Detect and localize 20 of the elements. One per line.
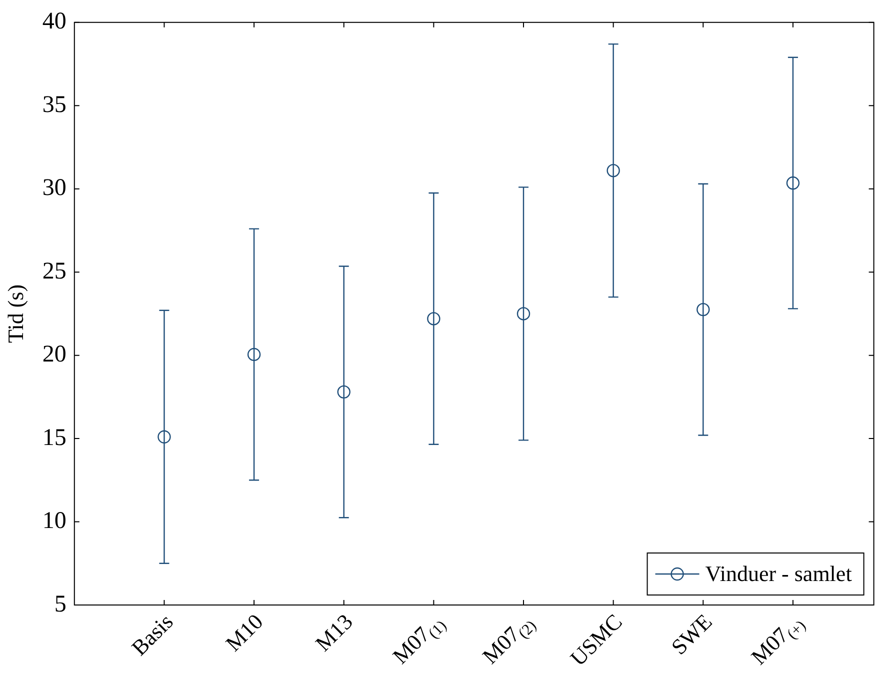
y-tick-label: 40 [42, 8, 66, 35]
point [158, 430, 171, 444]
y-tick-label: 15 [42, 424, 66, 451]
y-tick-label: 10 [42, 508, 66, 534]
y-tick-label: 5 [54, 591, 66, 618]
point [606, 164, 620, 178]
y-tick-label: 35 [42, 92, 66, 118]
y-axis-title: Tid (s) [2, 284, 28, 343]
y-tick-label: 30 [42, 175, 66, 202]
point [696, 302, 710, 316]
x-tick-label: M10 [220, 608, 268, 656]
legend-label: Vinduer - samlet [705, 560, 852, 586]
y-tick-label: 20 [42, 342, 66, 368]
point [427, 312, 440, 326]
y-tick-label: 25 [42, 258, 66, 284]
point [337, 385, 350, 399]
point [516, 307, 530, 320]
point [247, 348, 261, 362]
x-tick-label: M13 [310, 608, 358, 656]
point [786, 176, 800, 190]
